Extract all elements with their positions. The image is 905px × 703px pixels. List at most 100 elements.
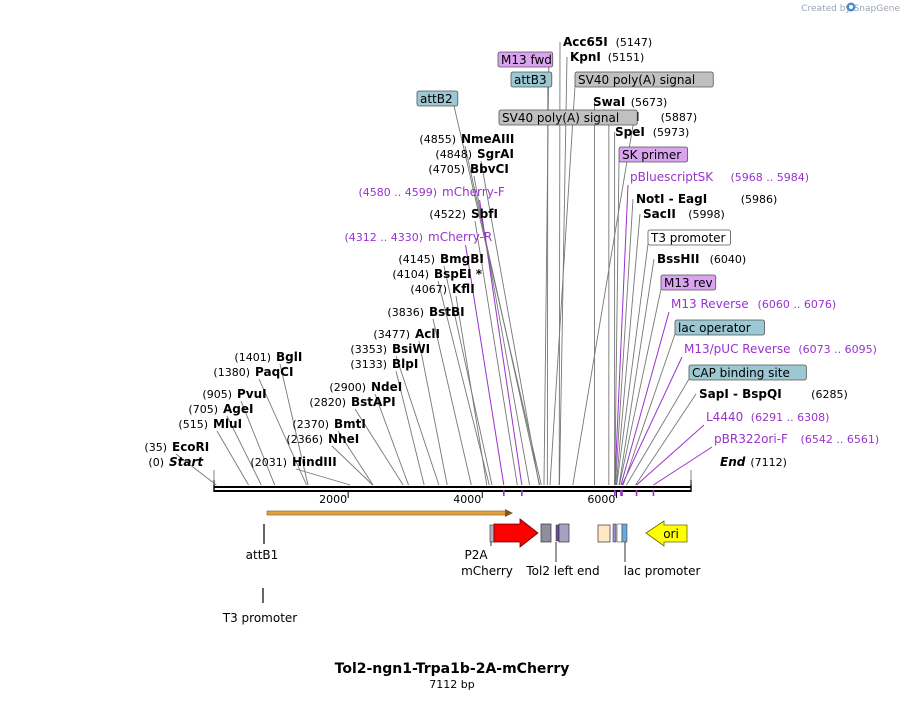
site-pvui[interactable]: PvuI(905): [202, 387, 266, 401]
primer-name: L4440: [706, 410, 743, 424]
site-bsshii[interactable]: BssHII(6040): [657, 252, 746, 266]
site-kfli[interactable]: KflI(4067): [410, 282, 474, 296]
site-bmti[interactable]: BmtI(2370): [292, 417, 365, 431]
site-ndei[interactable]: NdeI(2900): [329, 380, 402, 394]
site-bsiwi[interactable]: BsiWI(3353): [350, 342, 430, 356]
site-acli[interactable]: AclI (3477): [373, 327, 440, 341]
site-sgrai[interactable]: SgrAI(4848): [435, 147, 513, 161]
site-name: BbvCI: [470, 162, 509, 176]
site-sbfi[interactable]: SbfI(4522): [429, 207, 498, 221]
mcherry-feature[interactable]: [494, 519, 538, 547]
site-name: BmgBI: [440, 252, 484, 266]
map-length: 7112 bp: [429, 678, 474, 691]
site-bgli[interactable]: BglI(1401): [234, 350, 302, 364]
site-swai[interactable]: SwaI(5673): [593, 95, 667, 109]
primer-m13-puc-reverse[interactable]: M13/pUC Reverse(6073 .. 6095): [684, 342, 877, 356]
site-name: AclI: [415, 327, 440, 341]
site-position: (6285): [811, 388, 848, 401]
site-name: PvuI: [237, 387, 267, 401]
primer-leader: [637, 425, 704, 485]
tick-label: 6000: [587, 493, 615, 506]
site-position: (3477): [373, 328, 410, 341]
site-position: (5673): [631, 96, 668, 109]
site-position: (2366): [286, 433, 323, 446]
feature-label-sv40-poly-a-signal[interactable]: SV40 poly(A) signal: [499, 110, 637, 125]
feature-label-cap-binding-site[interactable]: CAP binding site: [689, 365, 806, 380]
tick-label: 2000: [319, 493, 347, 506]
site-position: (5151): [608, 51, 645, 64]
feature-label-m13-rev[interactable]: M13 rev: [661, 275, 716, 290]
primer-name: mCherry-R: [428, 230, 492, 244]
site-name: BssHII: [657, 252, 699, 266]
lac-promoter-feature[interactable]: [617, 524, 622, 542]
site-end[interactable]: End(7112): [720, 455, 787, 469]
site-leader: [296, 469, 350, 485]
feature-label-lac-operator[interactable]: lac operator: [675, 320, 765, 335]
feature-name: M13 fwd: [501, 53, 552, 67]
lac-promoter-label: lac promoter: [624, 564, 701, 578]
site-name: Acc65I: [563, 35, 608, 49]
site-position: (0): [148, 456, 164, 469]
feature-label-attb2[interactable]: attB2: [417, 91, 458, 106]
primer-mcherry-f[interactable]: mCherry-F(4580 .. 4599): [358, 185, 504, 199]
feature-track: ori: [264, 509, 687, 547]
site-sapi-bspqi[interactable]: SapI - BspQI(6285): [699, 387, 848, 401]
site-leader: [474, 176, 530, 485]
feature-name: SK primer: [622, 148, 681, 162]
attB-feature[interactable]: [556, 525, 559, 541]
tol2-left-end-feature[interactable]: [559, 524, 569, 542]
site-bstbi[interactable]: BstBI(3836): [387, 305, 464, 319]
feature-label-m13-fwd[interactable]: M13 fwd: [498, 52, 553, 67]
primer-leader: [653, 447, 712, 485]
primer-mcherry-r[interactable]: mCherry-R(4312 .. 4330): [344, 230, 492, 244]
site-name: BglI: [276, 350, 302, 364]
site-acc65i[interactable]: Acc65I(5147): [563, 35, 652, 49]
site-name: NmeAIII: [461, 132, 514, 146]
site-spei[interactable]: SpeI(5973): [615, 125, 689, 139]
p2a-feature[interactable]: [490, 525, 494, 542]
site-position: (4855): [419, 133, 456, 146]
orf-arrow[interactable]: [267, 509, 513, 517]
primer-l4440[interactable]: L4440 (6291 .. 6308): [706, 410, 829, 424]
site-name: HindIII: [292, 455, 337, 469]
primer-pbr322ori-f[interactable]: pBR322ori-F(6542 .. 6561): [714, 432, 879, 446]
site-start[interactable]: Start(0): [148, 455, 204, 469]
feature-label-sk-primer[interactable]: SK primer: [619, 147, 688, 162]
site-bspei[interactable]: BspEI *(4104): [392, 267, 482, 281]
promoter-feature[interactable]: [598, 525, 610, 542]
lac-operator-feature[interactable]: [613, 524, 616, 542]
site-agei[interactable]: AgeI(705): [188, 402, 253, 416]
site-bmgbi[interactable]: BmgBI (4145): [398, 252, 483, 266]
site-ecori[interactable]: EcoRI(35): [144, 440, 209, 454]
primer-m13-reverse[interactable]: M13 Reverse(6060 .. 6076): [671, 297, 836, 311]
site-noti-eagi[interactable]: NotI - EagI(5986): [636, 192, 777, 206]
cap-site-feature[interactable]: [622, 524, 627, 542]
site-name: EcoRI: [172, 440, 209, 454]
sv40-polya-feature-1[interactable]: [541, 524, 551, 542]
bottom-feature-labels: attB1 T3 promoter P2A mCherry Tol2 left …: [222, 542, 701, 625]
primer-range: (6291 .. 6308): [751, 411, 830, 424]
site-position: (1380): [213, 366, 250, 379]
feature-label-attb3[interactable]: attB3: [511, 72, 552, 87]
feature-name: SV40 poly(A) signal: [578, 73, 695, 87]
site-leader: [217, 431, 249, 485]
site-paqci[interactable]: PaqCI (1380): [213, 365, 293, 379]
primer-range: (5968 .. 5984): [730, 171, 809, 184]
site-name: PaqCI: [255, 365, 293, 379]
feature-label-t3-promoter[interactable]: T3 promoter: [648, 230, 731, 245]
site-bstapi[interactable]: BstAPI(2820): [309, 395, 395, 409]
site-nmeaiii[interactable]: NmeAIII (4855): [419, 132, 514, 146]
site-hindiii[interactable]: HindIII(2031): [250, 455, 336, 469]
site-name: BstBI: [429, 305, 465, 319]
site-mlui[interactable]: MluI(515): [178, 417, 242, 431]
site-kpni[interactable]: KpnI (5151): [570, 50, 644, 64]
site-sacii[interactable]: SacII(5998): [643, 207, 725, 221]
site-blpi[interactable]: BlpI(3133): [350, 357, 418, 371]
site-name: KpnI: [570, 50, 601, 64]
site-name: MluI: [213, 417, 242, 431]
site-position: (2370): [292, 418, 329, 431]
site-nhei[interactable]: NheI(2366): [286, 432, 359, 446]
feature-label-sv40-poly-a-signal[interactable]: SV40 poly(A) signal: [575, 72, 713, 87]
primer-pbluescriptsk[interactable]: pBluescriptSK(5968 .. 5984): [630, 170, 809, 184]
site-position: (4145): [398, 253, 435, 266]
